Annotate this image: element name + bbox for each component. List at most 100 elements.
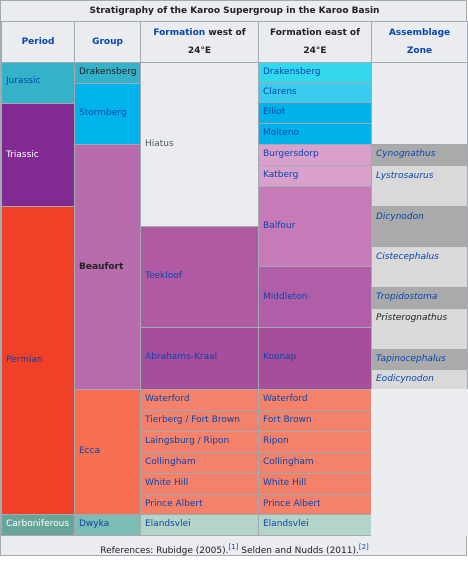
formation-west-abrahams-kraal-link[interactable]: Abrahams-Kraal: [145, 352, 218, 362]
formation-west-tierberg-link[interactable]: Tierberg / Fort Brown: [145, 415, 240, 425]
formation-west-laingsburg: Laingsburg / Ripon: [140, 431, 259, 453]
assemblage-tapinocephalus: Tapinocephalus: [371, 349, 468, 370]
formation-west-white-hill: White Hill: [140, 473, 259, 495]
assemblage-dicynodon-link[interactable]: Dicynodon: [376, 212, 424, 222]
group-stormberg-link[interactable]: Stormberg: [79, 108, 127, 118]
formation-east-elandsvlei: Elandsvlei: [258, 514, 372, 536]
formation-west-collingham: Collingham: [140, 452, 259, 474]
formation-east-white-hill-link[interactable]: White Hill: [263, 478, 307, 488]
group-beaufort-link[interactable]: Beaufort: [79, 262, 124, 272]
period-triassic-link[interactable]: Triassic: [6, 150, 39, 160]
reference-2-link[interactable]: [2]: [358, 543, 369, 551]
formation-east-balfour-link[interactable]: Balfour: [263, 221, 296, 231]
assemblage-dicynodon: Dicynodon: [371, 206, 468, 247]
formation-east-koonap-link[interactable]: Koonap: [263, 352, 297, 362]
formation-east-elliot: Elliot: [258, 102, 372, 124]
formation-west-laingsburg-link[interactable]: Laingsburg / Ripon: [145, 436, 230, 446]
formation-west-elandsvlei: Elandsvlei: [140, 514, 259, 536]
group-dwyka: Dwyka: [74, 514, 141, 536]
formation-east-prince-albert-link[interactable]: Prince Albert: [263, 499, 321, 509]
formation-east-prince-albert: Prince Albert: [258, 494, 372, 515]
assemblage-cynognathus-link[interactable]: Cynognathus: [376, 149, 436, 159]
table-caption: Stratigraphy of the Karoo Supergroup in …: [89, 6, 380, 16]
assemblage-pristerognathus: Pristerognathus: [371, 308, 468, 350]
assemblage-eodicynodon: Eodicynodon: [371, 369, 468, 390]
formation-west-elandsvlei-link[interactable]: Elandsvlei: [145, 519, 191, 529]
formation-west-hiatus-label: Hiatus: [145, 139, 174, 149]
assemblage-lystrosaurus-link[interactable]: Lystrosaurus: [376, 171, 434, 181]
formation-east-ripon: Ripon: [258, 431, 372, 453]
formation-east-fort-brown-link[interactable]: Fort Brown: [263, 415, 312, 425]
formation-west-prince-albert-link[interactable]: Prince Albert: [145, 499, 203, 509]
period-carboniferous-link[interactable]: Carboniferous: [6, 519, 70, 529]
formation-east-middleton: Middleton: [258, 266, 372, 328]
group-drakensberg-label[interactable]: Drakensberg: [79, 67, 137, 77]
assemblage-empty: [371, 62, 468, 145]
formation-east-waterford: Waterford: [258, 389, 372, 411]
assemblage-tapinocephalus-link[interactable]: Tapinocephalus: [376, 354, 446, 364]
formation-west-waterford-link[interactable]: Waterford: [145, 394, 190, 404]
header-group-link[interactable]: Group: [92, 37, 123, 47]
group-drakensberg: Drakensberg: [74, 62, 141, 84]
period-triassic: Triassic: [1, 103, 75, 207]
header-formation-east: Formation east of 24°E: [258, 21, 372, 63]
formation-east-collingham-link[interactable]: Collingham: [263, 457, 314, 467]
group-dwyka-link[interactable]: Dwyka: [79, 519, 110, 529]
formation-east-koonap: Koonap: [258, 327, 372, 390]
formation-east-white-hill: White Hill: [258, 473, 372, 495]
group-ecca-link[interactable]: Ecca: [79, 446, 101, 456]
header-formation-west-line2: 24°E: [187, 46, 212, 56]
formation-east-katberg-link[interactable]: Katberg: [263, 170, 299, 180]
assemblage-tropidostoma-link[interactable]: Tropidostoma: [376, 292, 438, 302]
formation-east-ripon-link[interactable]: Ripon: [263, 436, 289, 446]
header-group: Group: [74, 21, 141, 63]
header-formation-link[interactable]: Formation: [153, 28, 206, 38]
formation-east-fort-brown: Fort Brown: [258, 410, 372, 432]
formation-east-elandsvlei-link[interactable]: Elandsvlei: [263, 519, 309, 529]
formation-west-hiatus: Hiatus: [140, 62, 259, 227]
formation-west-waterford: Waterford: [140, 389, 259, 411]
assemblage-cistecephalus: Cistecephalus: [371, 246, 468, 288]
formation-east-burgersdorp-link[interactable]: Burgersdorp: [263, 149, 319, 159]
formation-east-molteno: Molteno: [258, 123, 372, 145]
header-period: Period: [1, 21, 75, 63]
formation-east-clarens-link[interactable]: Clarens: [263, 87, 297, 97]
formation-west-prince-albert: Prince Albert: [140, 494, 259, 515]
assemblage-empty-lower: [371, 389, 468, 536]
references-text: References: Rubidge (2005).: [100, 546, 229, 556]
formation-west-tierberg: Tierberg / Fort Brown: [140, 410, 259, 432]
header-formation-east-line2: 24°E: [303, 46, 327, 56]
header-period-link[interactable]: Period: [21, 37, 55, 47]
formation-east-drakensberg-link[interactable]: Drakensberg: [263, 67, 321, 77]
formation-east-waterford-link[interactable]: Waterford: [263, 394, 308, 404]
formation-east-collingham: Collingham: [258, 452, 372, 474]
formation-east-elliot-link[interactable]: Elliot: [263, 107, 286, 117]
period-jurassic-link[interactable]: Jurassic: [6, 76, 41, 86]
formation-west-collingham-link[interactable]: Collingham: [145, 457, 196, 467]
period-permian: Permian: [1, 206, 75, 515]
header-formation-west: Formation west of 24°E: [140, 21, 259, 63]
references-footer: References: Rubidge (2005).[1] Selden an…: [1, 538, 468, 557]
formation-west-abrahams-kraal: Abrahams-Kraal: [140, 327, 259, 390]
formation-east-clarens: Clarens: [258, 82, 372, 103]
header-formation-west-text: west of: [205, 28, 246, 38]
formation-east-middleton-link[interactable]: Middleton: [263, 292, 308, 302]
period-permian-link[interactable]: Permian: [6, 355, 43, 365]
formation-west-teekloof: Teekloof: [140, 226, 259, 328]
assemblage-pristerognathus-link[interactable]: Pristerognathus: [376, 313, 448, 323]
formation-west-teekloof-link[interactable]: Teekloof: [145, 271, 182, 281]
formation-east-burgersdorp: Burgersdorp: [258, 144, 372, 166]
header-formation-east-line1: Formation east of: [269, 28, 361, 38]
formation-east-balfour: Balfour: [258, 186, 372, 267]
reference-1-link[interactable]: [1]: [228, 543, 239, 551]
group-ecca: Ecca: [74, 389, 141, 515]
formation-west-white-hill-link[interactable]: White Hill: [145, 478, 189, 488]
header-assemblage-link-line2[interactable]: Zone: [406, 46, 433, 56]
assemblage-eodicynodon-link[interactable]: Eodicynodon: [376, 374, 434, 384]
header-assemblage-link-line1[interactable]: Assemblage: [388, 28, 451, 38]
formation-east-molteno-link[interactable]: Molteno: [263, 128, 300, 138]
group-stormberg: Stormberg: [74, 83, 141, 145]
assemblage-cistecephalus-link[interactable]: Cistecephalus: [376, 252, 439, 262]
period-jurassic: Jurassic: [1, 62, 75, 104]
